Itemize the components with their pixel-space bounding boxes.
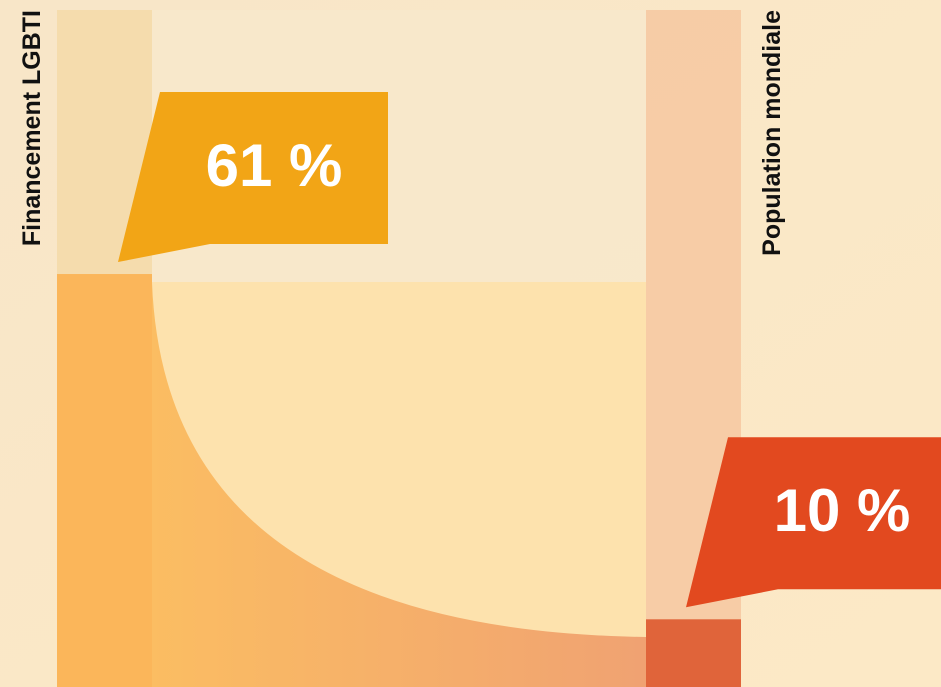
callout	[118, 92, 388, 263]
bars: 61 % Financement LGBTI 10 % Population mond…	[18, 10, 941, 687]
bar	[57, 274, 152, 687]
curve-shape	[152, 282, 646, 687]
callout	[686, 437, 941, 608]
category-label: Population mondiale	[758, 10, 786, 256]
value-label: 10 %	[774, 477, 911, 544]
bar	[646, 619, 741, 687]
category-label: Financement LGBTI	[18, 10, 46, 246]
value-label: 61 %	[206, 132, 343, 199]
